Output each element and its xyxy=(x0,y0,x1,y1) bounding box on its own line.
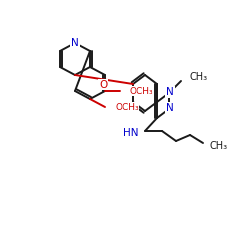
Text: N: N xyxy=(71,38,79,48)
Text: OCH₃: OCH₃ xyxy=(115,102,138,112)
Text: N: N xyxy=(166,87,174,97)
Text: HN: HN xyxy=(124,128,139,138)
Text: O: O xyxy=(99,80,107,90)
Text: CH₃: CH₃ xyxy=(210,141,228,151)
Text: N: N xyxy=(166,103,174,113)
Text: OCH₃: OCH₃ xyxy=(130,86,154,96)
Text: CH₃: CH₃ xyxy=(190,72,208,82)
